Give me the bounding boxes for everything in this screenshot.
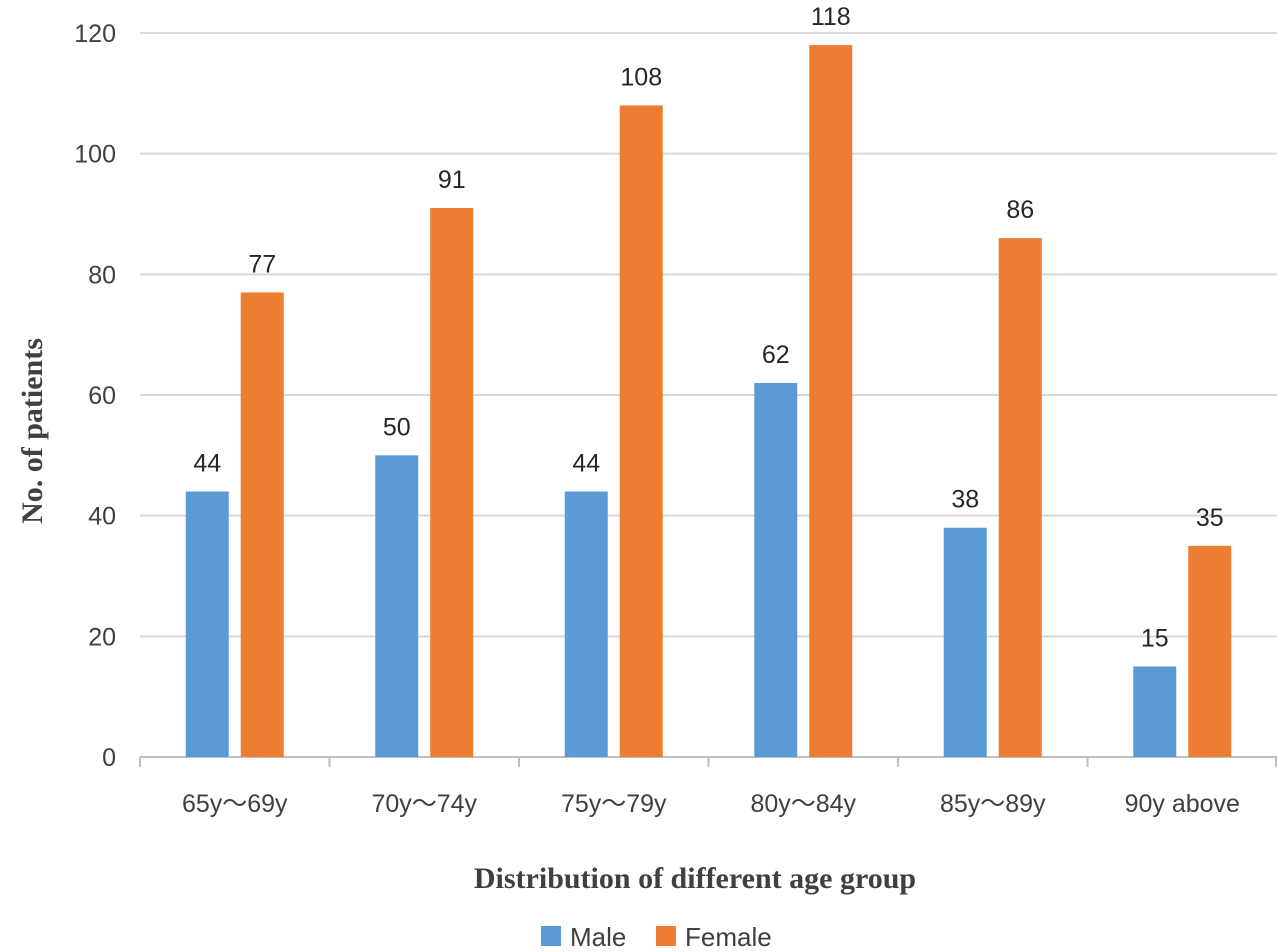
x-axis-title: Distribution of different age group — [474, 862, 916, 895]
legend-swatch-male — [541, 926, 561, 946]
x-tick-label: 65y～69y — [182, 790, 288, 818]
data-label-male-2: 44 — [572, 450, 600, 478]
y-tick-label: 0 — [102, 744, 116, 772]
x-axis — [139, 756, 1277, 767]
x-tick-label: 75y～79y — [561, 790, 667, 818]
y-tick-label: 60 — [88, 382, 116, 410]
x-tick-label: 90y above — [1125, 790, 1240, 818]
data-label-male-4: 38 — [951, 486, 979, 514]
bar-female-3 — [809, 45, 853, 758]
data-label-male-5: 15 — [1141, 625, 1169, 653]
x-axis-ticks: 65y～69y 70y～74y 75y～79y 80y～84y 85y～89y 90y a… — [182, 790, 1240, 818]
y-axis-title: No. of patients — [16, 338, 49, 524]
bar-female-5 — [1188, 545, 1232, 757]
bar-female-4 — [998, 238, 1042, 758]
data-label-female-0: 77 — [248, 250, 276, 278]
y-tick-label: 100 — [74, 141, 116, 169]
data-label-male-1: 50 — [383, 413, 411, 441]
bar-male-3 — [754, 382, 798, 757]
bar-female-0 — [240, 292, 284, 757]
y-axis-ticks: 0 20 40 60 80 100 120 — [74, 20, 116, 772]
legend: Male Female — [541, 922, 772, 952]
bar-male-5 — [1133, 666, 1177, 757]
data-label-female-5: 35 — [1196, 504, 1224, 532]
bar-male-2 — [564, 491, 608, 757]
data-label-female-3: 118 — [811, 3, 851, 31]
x-tick-label: 85y～89y — [940, 790, 1046, 818]
bar-male-4 — [943, 527, 987, 757]
legend-label-female: Female — [685, 922, 772, 952]
legend-swatch-female — [656, 926, 676, 946]
y-tick-label: 20 — [88, 623, 116, 651]
bar-female-1 — [430, 207, 474, 757]
x-tick-label: 70y～74y — [371, 790, 477, 818]
gridlines — [140, 32, 1277, 638]
data-label-male-0: 44 — [193, 450, 221, 478]
y-tick-label: 120 — [74, 20, 116, 48]
data-label-female-4: 86 — [1006, 196, 1034, 224]
x-tick-label: 80y～84y — [750, 790, 856, 818]
y-tick-label: 40 — [88, 503, 116, 531]
bar-female-2 — [619, 105, 663, 757]
data-label-male-3: 62 — [762, 341, 790, 369]
bars — [185, 45, 1232, 758]
bar-male-1 — [375, 455, 419, 757]
y-tick-label: 80 — [88, 261, 116, 289]
bar-male-0 — [185, 491, 229, 757]
data-labels: 44 77 50 91 44 108 62 118 38 86 15 35 — [193, 3, 1223, 652]
data-label-female-2: 108 — [620, 63, 662, 91]
legend-label-male: Male — [570, 922, 626, 952]
data-label-female-1: 91 — [438, 166, 466, 194]
